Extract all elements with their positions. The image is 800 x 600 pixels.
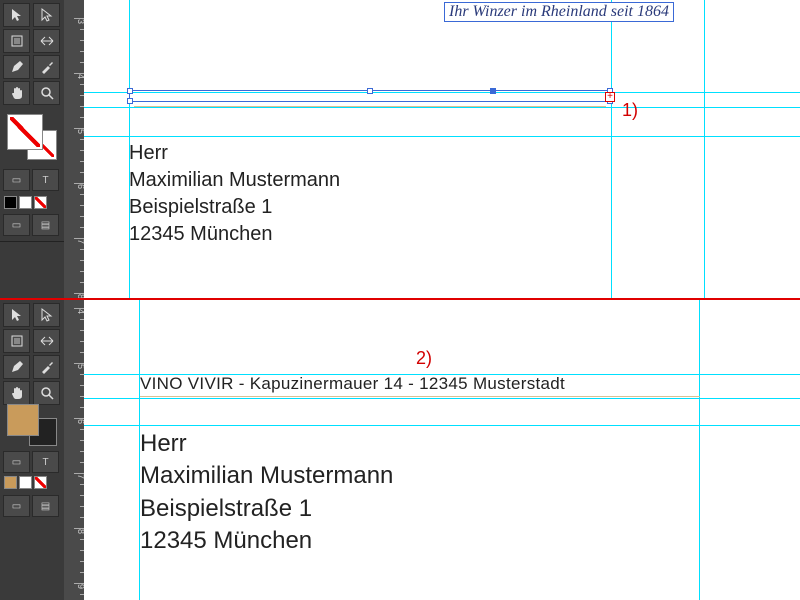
zoom-tool-icon[interactable] bbox=[33, 81, 60, 105]
selection-tool-icon[interactable] bbox=[3, 303, 30, 327]
resize-handle[interactable] bbox=[367, 88, 373, 94]
eyedropper-tool-icon[interactable] bbox=[33, 55, 60, 79]
fill-swatch[interactable] bbox=[7, 114, 43, 150]
address-line: 12345 München bbox=[140, 525, 393, 557]
sender-return-line[interactable]: VINO VIVIR - Kapuzinermauer 14 - 12345 M… bbox=[140, 374, 565, 394]
gap-tool-icon[interactable] bbox=[33, 29, 60, 53]
fill-stroke-picker-bottom[interactable] bbox=[0, 398, 64, 452]
normal-view-icon[interactable]: ▭ bbox=[3, 214, 30, 236]
pen-tool-icon[interactable] bbox=[3, 355, 30, 379]
guide-horizontal bbox=[84, 425, 800, 426]
recipient-address-bottom[interactable]: HerrMaximilian MustermannBeispielstraße … bbox=[140, 428, 393, 558]
page-tool-icon[interactable] bbox=[3, 329, 30, 353]
swatch-tan[interactable] bbox=[4, 476, 17, 489]
formatting-text-icon[interactable]: T bbox=[32, 451, 59, 473]
swatch-black[interactable] bbox=[4, 196, 17, 209]
guide-vertical bbox=[699, 300, 700, 600]
letterhead-slogan[interactable]: Ihr Winzer im Rheinland seit 1864 bbox=[444, 2, 674, 22]
address-line: Maximilian Mustermann bbox=[140, 460, 393, 492]
direct-select-tool-icon[interactable] bbox=[33, 3, 60, 27]
page-tool-icon[interactable] bbox=[3, 29, 30, 53]
view-mode-row-bottom: ▭ ▤ bbox=[0, 492, 64, 520]
guide-horizontal bbox=[84, 136, 800, 137]
view-mode-row-top: ▭ ▤ bbox=[0, 211, 64, 239]
guide-vertical bbox=[611, 0, 612, 298]
anchor-handle[interactable] bbox=[490, 88, 496, 94]
swatch-none[interactable] bbox=[34, 476, 47, 489]
address-line: Beispielstraße 1 bbox=[129, 194, 340, 221]
annotation-label: 1) bbox=[622, 100, 638, 121]
preview-view-icon[interactable]: ▤ bbox=[32, 214, 59, 236]
overset-text-icon[interactable]: + bbox=[605, 92, 615, 102]
formatting-container-icon[interactable]: ▭ bbox=[3, 169, 30, 191]
guide-horizontal bbox=[84, 398, 800, 399]
eyedropper-tool-icon[interactable] bbox=[33, 355, 60, 379]
container-text-toggle: ▭ T bbox=[0, 166, 64, 194]
gap-tool-icon[interactable] bbox=[33, 329, 60, 353]
container-text-toggle-bottom: ▭ T bbox=[0, 448, 64, 476]
swatch-white[interactable] bbox=[19, 196, 32, 209]
resize-handle[interactable] bbox=[127, 98, 133, 104]
formatting-text-icon[interactable]: T bbox=[32, 169, 59, 191]
address-line: 12345 München bbox=[129, 221, 340, 248]
direct-select-tool-icon[interactable] bbox=[33, 303, 60, 327]
ruler-vertical-top: 345678 bbox=[64, 0, 84, 298]
formatting-container-icon[interactable]: ▭ bbox=[3, 451, 30, 473]
toolbox-tools-bottom bbox=[0, 300, 64, 408]
hand-tool-icon[interactable] bbox=[3, 81, 30, 105]
swatch-row-top bbox=[0, 194, 64, 211]
address-line: Maximilian Mustermann bbox=[129, 167, 340, 194]
fill-swatch[interactable] bbox=[7, 404, 39, 436]
panel-separator bbox=[0, 298, 800, 300]
document-canvas: Ihr Winzer im Rheinland seit 1864 + 1) H… bbox=[84, 0, 800, 600]
recipient-address-top[interactable]: HerrMaximilian MustermannBeispielstraße … bbox=[129, 140, 340, 248]
fill-stroke-picker[interactable] bbox=[0, 108, 64, 166]
toolbox-tools-top bbox=[0, 0, 64, 108]
ruler-vertical-bottom: 456789 bbox=[64, 300, 84, 600]
annotation-label: 2) bbox=[416, 348, 432, 369]
selection-tool-icon[interactable] bbox=[3, 3, 30, 27]
guide-horizontal bbox=[84, 107, 800, 108]
swatch-white[interactable] bbox=[19, 476, 32, 489]
toolbox-divider bbox=[0, 241, 64, 242]
preview-view-icon[interactable]: ▤ bbox=[32, 495, 59, 517]
normal-view-icon[interactable]: ▭ bbox=[3, 495, 30, 517]
address-line: Herr bbox=[129, 140, 340, 167]
paragraph-rule bbox=[134, 106, 606, 107]
pen-tool-icon[interactable] bbox=[3, 55, 30, 79]
address-line: Beispielstraße 1 bbox=[140, 493, 393, 525]
address-line: Herr bbox=[140, 428, 393, 460]
resize-handle[interactable] bbox=[127, 88, 133, 94]
selected-text-frame[interactable]: + bbox=[129, 90, 611, 102]
guide-vertical bbox=[704, 0, 705, 298]
toolbox: ▭ T ▭ ▤ ▭ T ▭ ▤ bbox=[0, 0, 64, 600]
paragraph-rule bbox=[140, 396, 700, 397]
swatch-none[interactable] bbox=[34, 196, 47, 209]
swatch-row-bottom bbox=[0, 474, 51, 491]
